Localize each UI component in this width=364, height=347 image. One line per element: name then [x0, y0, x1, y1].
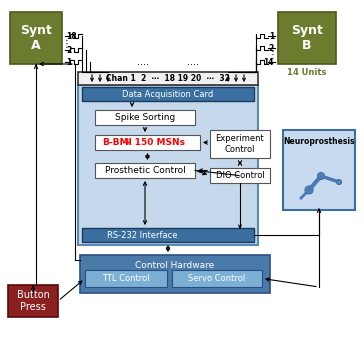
Text: RS-232 Interface: RS-232 Interface	[107, 230, 177, 239]
Bar	[283, 130, 355, 210]
Bar	[278, 12, 336, 64]
Bar	[82, 87, 254, 101]
Bar	[78, 85, 258, 245]
Text: BNDE: BNDE	[225, 233, 255, 243]
Text: 14 Units: 14 Units	[287, 68, 327, 76]
Text: ⋮: ⋮	[62, 39, 72, 49]
Text: Servo Control: Servo Control	[189, 274, 246, 283]
Text: ....: ....	[187, 57, 199, 67]
Bar	[95, 163, 195, 178]
Text: 18: 18	[66, 32, 77, 41]
Bar	[95, 135, 200, 150]
Bar	[95, 110, 195, 125]
Text: + 150 MSNs: + 150 MSNs	[124, 138, 186, 147]
Bar	[82, 228, 254, 242]
Text: ⋮: ⋮	[268, 50, 278, 60]
Text: 1: 1	[66, 58, 71, 67]
Text: Button
Press: Button Press	[17, 290, 50, 312]
Bar	[172, 270, 262, 287]
Text: Synt
B: Synt B	[291, 24, 323, 52]
Text: Spike Sorting: Spike Sorting	[115, 113, 175, 122]
Bar	[85, 270, 167, 287]
Circle shape	[317, 172, 324, 179]
Text: Data Acquisition Card: Data Acquisition Card	[122, 90, 214, 99]
Text: Synt
A: Synt A	[20, 24, 52, 52]
Text: 2: 2	[269, 43, 274, 52]
Text: Chan 1  2  ⋯  18 19 20  ⋯  32: Chan 1 2 ⋯ 18 19 20 ⋯ 32	[106, 74, 230, 83]
Bar	[10, 12, 62, 64]
Text: 14: 14	[264, 58, 274, 67]
Circle shape	[305, 186, 313, 194]
Text: B-BMI: B-BMI	[102, 138, 132, 147]
Bar	[78, 72, 258, 85]
Text: Control Hardware: Control Hardware	[135, 261, 215, 270]
Text: 2: 2	[66, 45, 71, 54]
Bar	[8, 285, 58, 317]
Bar	[210, 168, 270, 183]
Text: TTL Control: TTL Control	[102, 274, 150, 283]
Bar	[80, 255, 270, 293]
Text: Prosthetic Control: Prosthetic Control	[104, 166, 185, 175]
Circle shape	[336, 179, 341, 185]
Text: ....: ....	[137, 57, 149, 67]
Text: Experiment
Control: Experiment Control	[215, 134, 264, 154]
Text: Neuroprosthesis: Neuroprosthesis	[283, 136, 355, 145]
Text: 1: 1	[269, 32, 274, 41]
Text: DIO Control: DIO Control	[215, 171, 264, 180]
Bar	[210, 130, 270, 158]
